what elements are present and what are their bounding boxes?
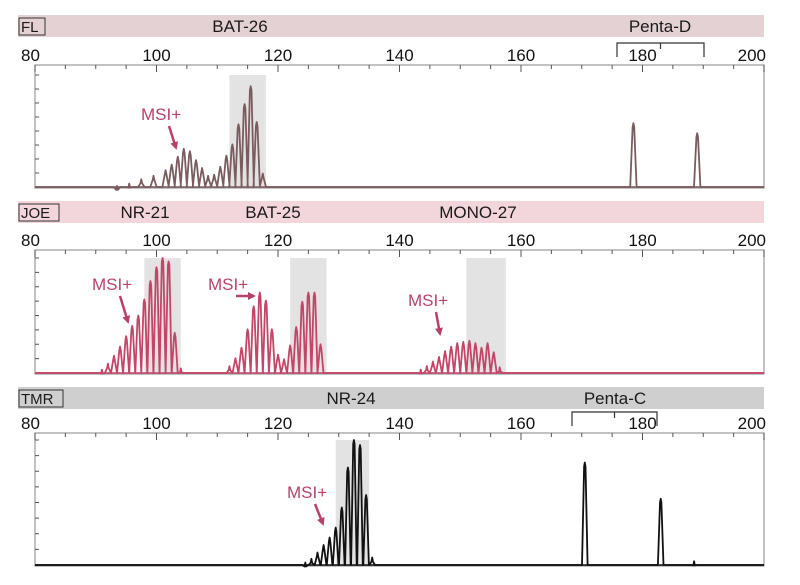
msi-arrow: [167, 125, 178, 150]
channel-band: [18, 15, 764, 37]
shaded-window: [290, 258, 327, 373]
channel-label: JOE: [21, 205, 50, 222]
x-tick-label: 140: [385, 46, 413, 65]
x-tick-label: 160: [507, 46, 535, 65]
x-tick-label: 80: [21, 46, 40, 65]
channel-band: [18, 387, 764, 409]
msi-annotation: MSI+: [92, 275, 132, 294]
msi-arrow: [434, 311, 443, 336]
msi-annotation: MSI+: [208, 275, 248, 294]
msi-arrow: [118, 295, 131, 324]
x-tick-label: 180: [628, 46, 656, 65]
x-tick-label: 160: [507, 414, 535, 433]
x-tick-label: 80: [21, 231, 40, 250]
marker-bracket: [571, 411, 658, 426]
x-tick-label: 160: [507, 231, 535, 250]
shaded-window: [144, 258, 181, 373]
marker-label: NR-24: [326, 389, 375, 408]
panel-tmr: TMR NR-24 Penta-C 80 100 120 140 160 180 200 MSI+: [18, 387, 766, 568]
channel-band: [18, 201, 764, 223]
x-tick-label: 180: [628, 231, 656, 250]
x-tick-label: 200: [738, 414, 766, 433]
msi-annotation: MSI+: [141, 105, 181, 124]
channel-label: TMR: [21, 391, 54, 408]
msi-annotation: MSI+: [287, 483, 327, 502]
channel-label-box: [18, 17, 46, 36]
channel-label-box: [18, 389, 64, 408]
x-tick-label: 200: [738, 231, 766, 250]
msi-arrow: [313, 503, 325, 526]
x-tick-label: 140: [385, 414, 413, 433]
x-tick-label: 120: [264, 414, 292, 433]
marker-label: Penta-D: [629, 17, 691, 36]
marker-label: MONO-27: [439, 203, 516, 222]
x-tick-label: 100: [142, 46, 170, 65]
x-tick-label: 80: [21, 414, 40, 433]
plot-frame: [34, 64, 765, 189]
panel-joe: JOE NR-21 BAT-25 MONO-27 80 100 120 140 160 180 20…: [18, 201, 766, 375]
x-tick-label: 180: [628, 414, 656, 433]
marker-label: NR-21: [120, 203, 169, 222]
x-tick-label: 100: [142, 414, 170, 433]
panel-fl: FL BAT-26 Penta-D 80 100 120 140 160 180 200 MSI+: [18, 15, 766, 191]
msi-annotation: MSI+: [408, 291, 448, 310]
marker-label: BAT-25: [245, 203, 300, 222]
plot-frame: [34, 432, 765, 567]
channel-label: FL: [21, 19, 39, 36]
x-tick-label: 120: [264, 231, 292, 250]
x-tick-label: 140: [385, 231, 413, 250]
x-tick-label: 120: [264, 46, 292, 65]
marker-bracket: [616, 42, 705, 57]
signal-trace: [35, 439, 764, 568]
marker-label: Penta-C: [584, 389, 646, 408]
channel-label-box: [18, 203, 60, 222]
x-tick-label: 100: [142, 231, 170, 250]
marker-label: BAT-26: [212, 17, 267, 36]
signal-trace: [35, 85, 764, 191]
x-tick-label: 200: [738, 46, 766, 65]
